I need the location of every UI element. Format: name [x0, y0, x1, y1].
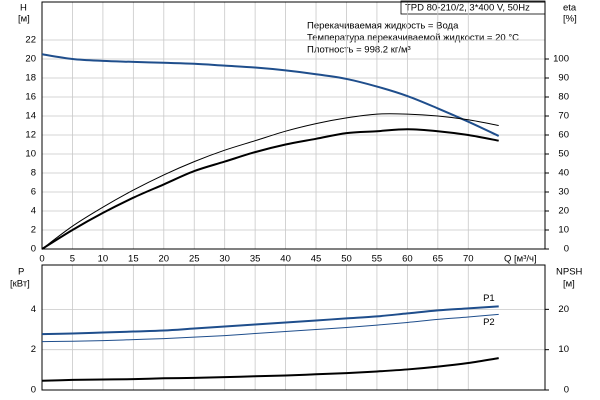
curve [41, 305, 499, 336]
y-tick-label: 0 [31, 385, 36, 396]
y2-tick-label: 0 [564, 385, 569, 396]
series-label: P1 [483, 293, 495, 304]
annotation: Температура перекачиваемой жидкости = 20… [307, 33, 519, 44]
curve [41, 128, 499, 250]
y-tick-label: 20 [25, 54, 36, 65]
y-tick-label: 6 [31, 187, 36, 198]
y-tick-label: 12 [25, 130, 36, 141]
y2-tick-label: 50 [558, 149, 569, 160]
y-label: H [20, 3, 27, 14]
x-tick-label: 55 [372, 254, 383, 265]
y2-label: eta [563, 3, 577, 14]
y2-tick-label: 10 [558, 344, 569, 355]
y-tick-label: 2 [31, 344, 36, 355]
x-tick-label: 15 [128, 254, 139, 265]
curve [41, 113, 499, 250]
y2-tick-label: 30 [558, 187, 569, 198]
y-label: P [18, 267, 24, 278]
x-tick-label: 35 [250, 254, 261, 265]
y-tick-label: 14 [25, 111, 36, 122]
y2-label: NPSH [556, 267, 583, 278]
x-tick-label: 70 [463, 254, 474, 265]
y-unit: [кВт] [10, 279, 30, 290]
x-tick-label: 5 [70, 254, 75, 265]
y-tick-label: 4 [31, 304, 36, 315]
x-tick-label: 20 [159, 254, 170, 265]
x-tick-label: 25 [189, 254, 200, 265]
y2-tick-label: 70 [558, 111, 569, 122]
y2-tick-label: 10 [558, 225, 569, 236]
header: TPD 80-210/2, 3*400 V, 50Hz [405, 3, 530, 14]
y-tick-label: 2 [31, 225, 36, 236]
y-tick-label: 8 [31, 168, 36, 179]
y2-tick-label: 0 [564, 244, 569, 255]
y-tick-label: 0 [31, 244, 36, 255]
annotation: Плотность = 998.2 кг/м³ [307, 45, 411, 56]
series-label: P2 [483, 317, 495, 328]
annotation: Перекачиваемая жидкость = Вода [307, 21, 459, 32]
curve [41, 53, 500, 137]
y-tick-label: 4 [31, 206, 36, 217]
y2-tick-label: 20 [558, 206, 569, 217]
y-tick-label: 18 [25, 73, 36, 84]
y2-tick-label: 20 [558, 304, 569, 315]
x-tick-label: 30 [219, 254, 230, 265]
y2-tick-label: 60 [558, 130, 569, 141]
y2-tick-label: 90 [558, 73, 569, 84]
x-tick-label: 40 [280, 254, 291, 265]
plot-frame [41, 1, 546, 250]
x-tick-label: 0 [39, 254, 44, 265]
y2-unit: [м] [563, 279, 575, 290]
x-tick-label: 65 [433, 254, 444, 265]
x-tick-label: 45 [311, 254, 322, 265]
curve [41, 313, 499, 343]
x-tick-label: 10 [98, 254, 109, 265]
y2-tick-label: 80 [558, 92, 569, 103]
plot-frame [41, 264, 546, 391]
x-label: Q [м³/ч] [504, 254, 537, 265]
y-unit: [м] [18, 14, 30, 25]
y-tick-label: 10 [25, 149, 36, 160]
x-tick-label: 60 [402, 254, 413, 265]
y2-tick-label: 100 [553, 54, 569, 65]
y2-tick-label: 40 [558, 168, 569, 179]
y-tick-label: 16 [25, 92, 36, 103]
x-tick-label: 50 [341, 254, 352, 265]
y-tick-label: 22 [25, 35, 36, 46]
y2-unit: [%] [563, 14, 577, 25]
curve [41, 357, 499, 382]
